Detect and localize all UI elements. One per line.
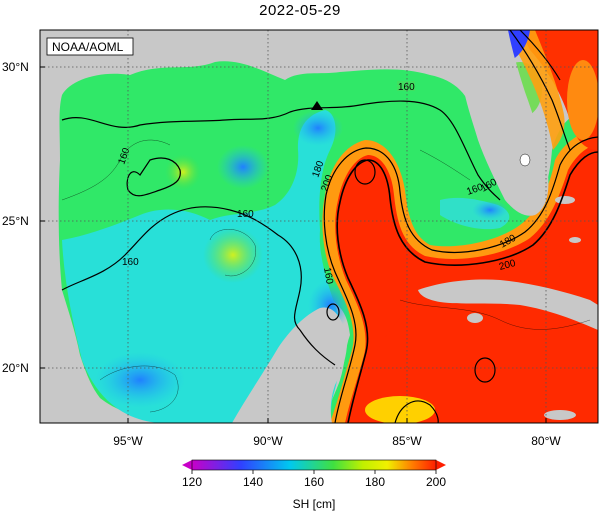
blue-patch-center <box>217 145 269 189</box>
label-bg <box>397 81 415 91</box>
lon-label-85w: 85°W <box>392 434 422 448</box>
lon-label-80w: 80°W <box>531 434 561 448</box>
colorbar-low-arrow <box>182 460 192 470</box>
colorbar-label: SH [cm] <box>293 497 336 511</box>
colorbar-tick: 160 <box>304 475 324 489</box>
florida-peninsula <box>461 30 549 216</box>
map-area: 160 160 160 160 160 160 180 200 160 180 … <box>40 30 598 423</box>
credit-label: NOAA/AOML <box>52 40 124 54</box>
credit-box <box>46 37 134 56</box>
contour-label: 160 <box>237 209 254 220</box>
map-title: 2022-05-29 <box>259 2 341 19</box>
lat-label-30n: 30°N <box>2 60 29 74</box>
cyan-region <box>62 110 342 423</box>
lat-lon-grid <box>40 30 598 423</box>
triangle-icon <box>311 101 323 110</box>
yellow-patch-west <box>165 154 201 190</box>
contour-label: 160 <box>321 267 335 286</box>
colorbar-bar <box>191 459 437 471</box>
blue-patch-north <box>293 110 343 146</box>
lake-okeechobee <box>519 153 531 167</box>
blue-patch-florida <box>472 200 508 220</box>
colorbar-high-arrow <box>436 460 446 470</box>
lat-label-20n: 20°N <box>2 361 29 375</box>
orange-patch-atlantic <box>567 60 598 140</box>
colorbar: 120 140 160 180 200 SH [cm] <box>182 459 446 511</box>
blue-patch-sw <box>95 352 185 408</box>
axis-ticks <box>40 66 547 423</box>
contour-label: 200 <box>498 258 517 273</box>
yucatan-peninsula <box>232 307 347 423</box>
yellow-patch-center <box>203 227 263 283</box>
contour-label: 160 <box>398 82 415 93</box>
lat-label-25n: 25°N <box>2 214 29 228</box>
atlantic-orange-band <box>505 30 565 150</box>
bahamas-island-small <box>569 237 581 243</box>
colorbar-tick: 120 <box>182 475 202 489</box>
lon-label-90w: 90°W <box>253 434 283 448</box>
cuba-island <box>418 279 598 330</box>
colorbar-tick: 140 <box>243 475 263 489</box>
lon-label-95w: 95°W <box>113 434 143 448</box>
colorbar-tick: 200 <box>426 475 446 489</box>
caribbean-island <box>544 410 576 420</box>
colorbar-tick: 180 <box>365 475 385 489</box>
yellow-patch-caribbean <box>365 396 435 423</box>
contour-label: 160 <box>122 257 139 268</box>
isle-of-youth <box>467 313 483 323</box>
map-frame <box>39 29 599 424</box>
bahamas-island <box>555 196 575 204</box>
